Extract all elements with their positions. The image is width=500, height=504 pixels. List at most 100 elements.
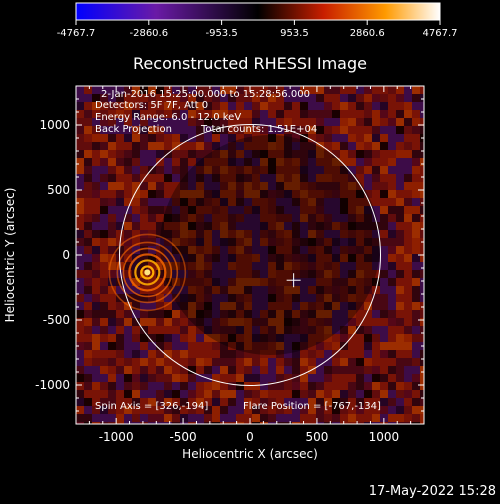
heatmap-cell (348, 262, 356, 270)
heatmap-cell (300, 86, 308, 94)
heatmap-cell (324, 342, 332, 350)
heatmap-cell (244, 318, 252, 326)
heatmap-cell (412, 310, 420, 318)
heatmap-cell (388, 358, 396, 366)
heatmap-cell (300, 94, 308, 102)
heatmap-cell (308, 406, 316, 414)
heatmap-cell (140, 414, 148, 422)
heatmap-cell (228, 302, 236, 310)
heatmap-cell (84, 270, 92, 278)
heatmap-cell (292, 134, 300, 142)
heatmap-cell (156, 326, 164, 334)
heatmap-cell (332, 262, 340, 270)
heatmap-cell (172, 214, 180, 222)
heatmap-cell (372, 126, 380, 134)
heatmap-cell (124, 422, 132, 424)
heatmap-cell (380, 230, 388, 238)
heatmap-cell (228, 110, 236, 118)
heatmap-cell (220, 310, 228, 318)
heatmap-cell (180, 118, 188, 126)
heatmap-cell (396, 190, 404, 198)
heatmap-cell (244, 206, 252, 214)
heatmap-cell (372, 302, 380, 310)
heatmap-cell (364, 134, 372, 142)
heatmap-cell (84, 110, 92, 118)
heatmap-cell (372, 326, 380, 334)
heatmap-cell (356, 238, 364, 246)
heatmap-cell (284, 110, 292, 118)
heatmap-cell (212, 158, 220, 166)
heatmap-cell (180, 310, 188, 318)
heatmap-cell (172, 222, 180, 230)
heatmap-cell (228, 334, 236, 342)
heatmap-cell (212, 222, 220, 230)
heatmap-cell (132, 382, 140, 390)
heatmap-cell (84, 278, 92, 286)
heatmap-cell (356, 150, 364, 158)
heatmap-cell (228, 214, 236, 222)
heatmap-cell (124, 198, 132, 206)
heatmap-cell (212, 142, 220, 150)
heatmap-cell (356, 414, 364, 422)
heatmap-cell (356, 174, 364, 182)
heatmap-cell (284, 102, 292, 110)
heatmap-cell (300, 142, 308, 150)
heatmap-cell (156, 206, 164, 214)
heatmap-cell (196, 390, 204, 398)
heatmap-cell (132, 350, 140, 358)
heatmap-cell (108, 214, 116, 222)
heatmap-cell (116, 182, 124, 190)
heatmap-cell (236, 230, 244, 238)
heatmap-cell (332, 366, 340, 374)
heatmap-cell (252, 302, 260, 310)
heatmap-cell (140, 214, 148, 222)
heatmap-cell (76, 174, 84, 182)
heatmap-cell (172, 286, 180, 294)
heatmap-cell (372, 422, 380, 424)
heatmap-cell (76, 222, 84, 230)
heatmap-cell (172, 94, 180, 102)
heatmap-cell (364, 334, 372, 342)
heatmap-cell (340, 318, 348, 326)
heatmap-cell (116, 318, 124, 326)
heatmap-cell (180, 262, 188, 270)
heatmap-cell (412, 390, 420, 398)
heatmap-cell (260, 222, 268, 230)
heatmap-cell (188, 214, 196, 222)
heatmap-cell (228, 350, 236, 358)
heatmap-cell (180, 366, 188, 374)
heatmap-cell (124, 270, 132, 278)
heatmap-cell (388, 110, 396, 118)
heatmap-cell (324, 126, 332, 134)
heatmap-cell (132, 158, 140, 166)
heatmap-cell (100, 374, 108, 382)
heatmap-cell (108, 166, 116, 174)
heatmap-cell (196, 214, 204, 222)
heatmap-cell (116, 398, 124, 406)
heatmap-cell (380, 310, 388, 318)
heatmap-cell (84, 398, 92, 406)
heatmap-cell (220, 302, 228, 310)
heatmap-cell (132, 342, 140, 350)
heatmap-cell (316, 206, 324, 214)
heatmap-cell (404, 270, 412, 278)
heatmap-cell (420, 382, 424, 390)
heatmap-cell (348, 382, 356, 390)
heatmap-cell (164, 214, 172, 222)
heatmap-cell (196, 374, 204, 382)
heatmap-cell (84, 374, 92, 382)
y-tick-label: 500 (47, 183, 70, 197)
heatmap-cell (84, 238, 92, 246)
heatmap-cell (124, 190, 132, 198)
heatmap-cell (300, 286, 308, 294)
heatmap-cell (396, 358, 404, 366)
heatmap-cell (220, 278, 228, 286)
heatmap-cell (236, 214, 244, 222)
heatmap-cell (140, 382, 148, 390)
heatmap-cell (316, 374, 324, 382)
heatmap-cell (252, 246, 260, 254)
heatmap-cell (316, 278, 324, 286)
heatmap-cell (108, 422, 116, 424)
heatmap-cell (204, 262, 212, 270)
